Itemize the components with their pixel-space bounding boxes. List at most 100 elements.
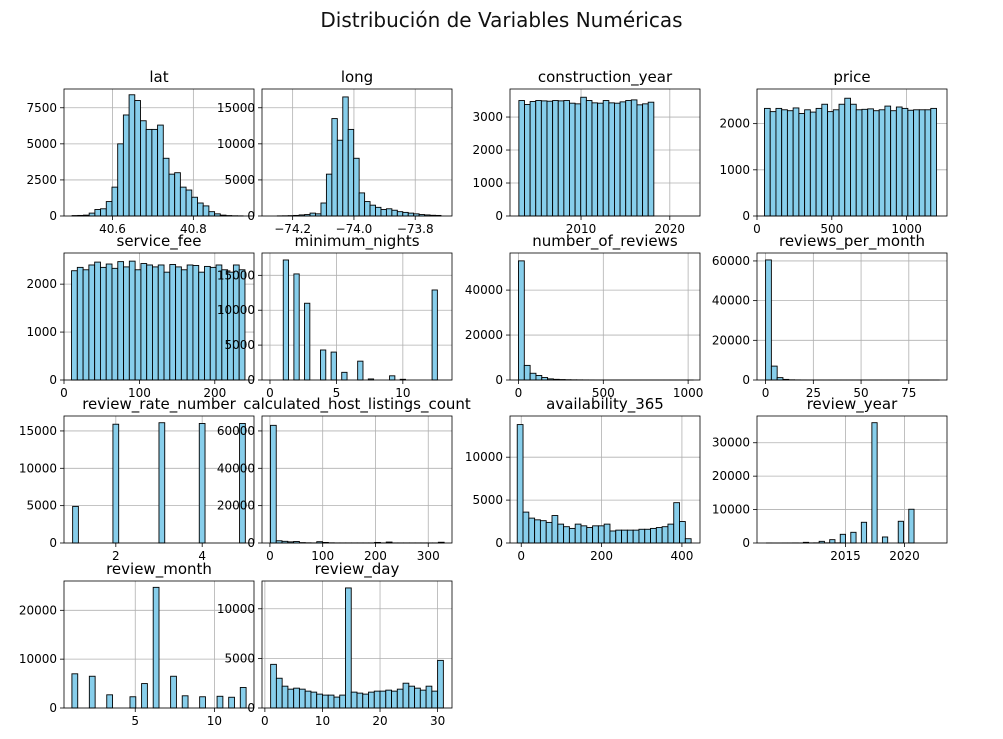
- histogram-bar: [362, 693, 369, 709]
- y-tick-label: 20000: [19, 603, 57, 617]
- subplot-title: review_month: [106, 560, 212, 579]
- y-tick-label: 5000: [224, 173, 255, 187]
- histogram-bar: [850, 531, 857, 544]
- histogram-bar: [179, 186, 187, 217]
- y-tick-label: 15000: [217, 101, 255, 115]
- y-tick-label: 0: [49, 701, 57, 715]
- x-tick-label: 10: [315, 714, 330, 728]
- histogram-bar: [546, 100, 554, 217]
- histogram-bar: [111, 267, 119, 381]
- histogram-bar: [72, 505, 79, 544]
- y-tick-label: 15000: [19, 424, 57, 438]
- subplot-review-rate-number: 2 4 0 5000 10000 15000 review_rate_number: [19, 395, 255, 563]
- histogram-bar: [368, 691, 375, 709]
- y-tick-label: 5000: [224, 338, 255, 352]
- y-tick-label: 0: [495, 209, 503, 223]
- histogram-bar: [369, 204, 376, 217]
- y-tick-label: 60000: [712, 254, 750, 268]
- y-tick-label: 3000: [472, 110, 503, 124]
- x-tick-label: 0: [515, 386, 523, 400]
- histogram-bar: [151, 128, 159, 217]
- subplot-calculated-host-listings-count: 0 100 200 300 0 20000 40000 60000 calculated_hos…: [217, 395, 471, 563]
- histogram-bar: [145, 128, 153, 217]
- histogram-bar: [563, 526, 570, 544]
- histogram-bar: [769, 111, 777, 217]
- histogram-bar: [414, 687, 421, 709]
- histogram-bar: [239, 687, 247, 709]
- histogram-bar: [552, 100, 559, 217]
- histogram-bar: [216, 695, 224, 709]
- histogram-bar: [152, 586, 160, 709]
- histogram-bar: [71, 673, 79, 709]
- histogram-bar: [310, 691, 318, 709]
- histogram-bar: [293, 687, 300, 709]
- histogram-bar: [913, 109, 920, 217]
- histogram-bar: [331, 118, 338, 217]
- x-tick-label: 0: [261, 714, 269, 728]
- axes-frame: [509, 252, 701, 381]
- histogram-bar: [204, 265, 211, 381]
- subplot-construction-year: 2010 2020 0 1000 2000 3000 construction_year: [472, 68, 701, 236]
- histogram-bar: [157, 264, 165, 381]
- subplot-title: lat: [149, 68, 168, 86]
- y-tick-label: 2000: [719, 117, 750, 131]
- histogram-bar: [71, 270, 78, 381]
- y-tick-label: 60000: [217, 424, 255, 438]
- histogram-bar: [76, 266, 84, 381]
- histogram-bar: [221, 269, 229, 381]
- histogram-bar: [228, 696, 235, 709]
- axes-frame: [63, 415, 255, 544]
- histogram-bar: [157, 124, 164, 217]
- y-tick-label: 30000: [712, 436, 750, 450]
- x-tick-label: 500: [592, 386, 615, 400]
- histogram-bar: [667, 523, 675, 544]
- histogram-bar: [168, 173, 176, 217]
- histogram-bar: [111, 186, 119, 217]
- histogram-bar: [105, 201, 113, 217]
- y-tick-label: 20000: [217, 499, 255, 513]
- histogram-bar: [174, 172, 181, 217]
- histogram-bar: [545, 521, 553, 544]
- x-tick-label: 40.8: [180, 222, 207, 236]
- subplot-title: construction_year: [538, 68, 673, 87]
- y-tick-label: 0: [49, 373, 57, 387]
- histogram-bar: [636, 104, 644, 217]
- histogram-bar: [644, 528, 651, 544]
- histogram-bar: [829, 539, 836, 544]
- subplot-title: long: [341, 68, 373, 86]
- y-tick-label: 5000: [224, 651, 255, 665]
- histogram-bar: [608, 102, 615, 217]
- histogram-bar: [140, 263, 148, 381]
- x-tick-label: 200: [203, 386, 226, 400]
- subplot-review-year: 2015 2020 0 10000 20000 30000 review_year: [712, 395, 948, 563]
- y-tick-label: 1000: [472, 176, 503, 190]
- histogram-bar: [320, 349, 327, 381]
- histogram-bar: [181, 695, 189, 709]
- x-tick-label: −74.2: [274, 222, 311, 236]
- histogram-bar: [99, 266, 107, 381]
- histogram-bar: [770, 365, 778, 381]
- axes-frame: [261, 580, 453, 709]
- histogram-bar: [106, 694, 114, 709]
- histogram-bar: [82, 269, 90, 381]
- histogram-bar: [146, 264, 153, 381]
- y-tick-label: 20000: [712, 469, 750, 483]
- y-tick-label: 40000: [217, 461, 255, 475]
- y-tick-label: 0: [247, 373, 255, 387]
- histogram-bar: [897, 520, 904, 544]
- histogram-bar: [673, 502, 680, 544]
- subplot-title: price: [833, 68, 870, 86]
- histogram-bar: [239, 423, 246, 544]
- y-tick-label: 20000: [712, 333, 750, 347]
- histogram-bar: [775, 107, 783, 217]
- axes-frame: [261, 415, 453, 544]
- histogram-bar: [197, 202, 204, 217]
- x-tick-label: 5: [131, 714, 139, 728]
- histogram-bar: [792, 107, 800, 217]
- histogram-bar: [850, 103, 857, 217]
- y-tick-label: 1000: [719, 163, 750, 177]
- histogram-bar: [529, 372, 537, 381]
- histogram-bar: [88, 264, 96, 381]
- x-tick-label: −73.8: [397, 222, 434, 236]
- histogram-bar: [175, 266, 182, 381]
